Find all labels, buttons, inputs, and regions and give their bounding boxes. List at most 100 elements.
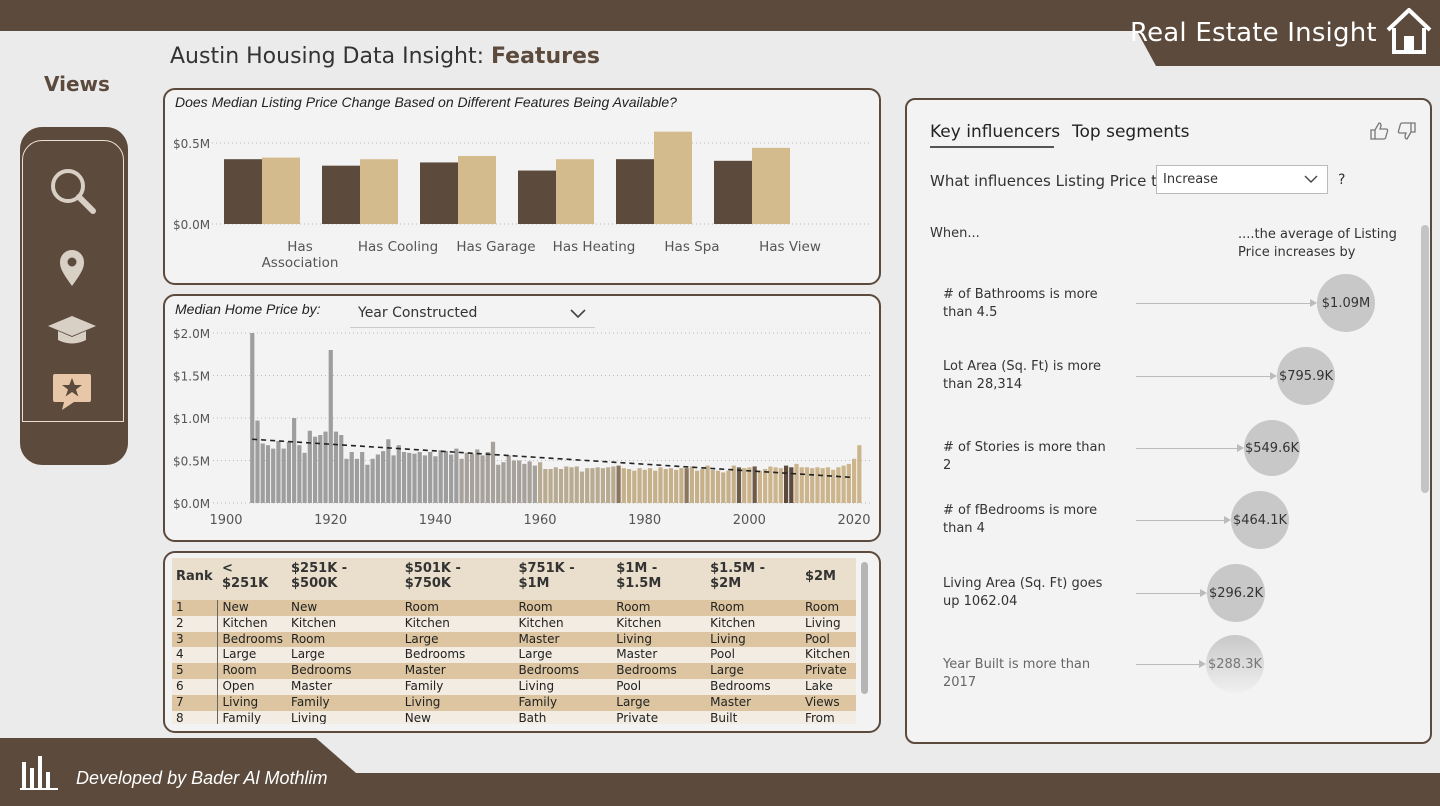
year-bar [360,452,365,503]
year-bar [511,460,517,503]
thumbs-down-icon[interactable] [1396,120,1418,142]
year-bar [789,467,794,503]
year-bar [564,466,569,503]
trend-line [252,438,855,479]
table-cell: Views [800,694,856,711]
year-bar [679,468,684,503]
table-cell: New [287,600,401,616]
influencer-label[interactable]: # of Stories is more than 2 [943,440,1106,473]
influencer-label[interactable]: # of fBedrooms is more than 4 [943,503,1098,536]
table-cell: Family [400,678,515,695]
year-bar [831,469,836,503]
year-bar [260,443,265,503]
influence-value-bubble[interactable]: $1.09M [1317,274,1375,332]
year-bar [852,458,857,503]
year-bar [412,453,417,503]
table-row: 8 Family Living New Bath Private Built From [172,710,856,724]
credit-banner [0,738,356,806]
table-cell: Living [217,694,288,711]
column-header[interactable]: < $251K [217,558,288,600]
year-bar [773,467,778,503]
influencer-label[interactable]: Lot Area (Sq. Ft) is more than 28,314 [943,359,1102,392]
year-bar [543,469,548,503]
year-bar [689,466,694,503]
x-tick-label: 2020 [837,513,870,528]
year-bar [684,468,689,503]
year-bar [815,467,820,503]
table-row: 5 Room Bedrooms Master Bedrooms Bedrooms Large… [172,663,856,679]
influencers-scrollbar[interactable] [1421,225,1429,493]
year-constructed-dropdown[interactable]: Year Constructed [350,300,595,328]
influence-connector-line [1136,664,1199,665]
year-bar [438,450,443,503]
table-cell: Pool [800,631,856,648]
table-cell: Kitchen [287,615,401,632]
table-cell: Kitchen [612,615,707,632]
bar [322,165,360,224]
influence-connector-line [1136,520,1224,521]
influence-value-bubble[interactable]: $795.9K [1277,347,1335,405]
year-bar [464,452,469,503]
column-header[interactable]: $251K - $500K [287,558,401,600]
influence-value-bubble[interactable]: $549.6K [1244,420,1300,476]
year-bar [632,470,637,503]
year-bar [255,420,260,503]
bar [458,155,496,224]
year-bar [401,452,407,503]
arrow-icon [1200,589,1207,597]
active-tab-underline [930,146,1054,148]
thumbs-up-icon[interactable] [1368,120,1390,142]
column-header[interactable]: Rank [172,558,218,600]
influence-value-bubble[interactable]: $464.1K [1231,491,1289,549]
x-tick-label: 1920 [314,513,347,528]
year-bar [443,451,448,503]
table-cell: Bedrooms [612,663,707,679]
brand-title: Real Estate Insight [1130,18,1377,48]
x-tick-label: Has Spa [664,239,719,255]
star-review-icon[interactable] [44,366,100,422]
location-pin-icon[interactable] [44,240,100,296]
year-bar [292,418,297,503]
house-icon [1386,8,1432,54]
views-label: Views [44,72,110,96]
select-value: Increase [1163,172,1219,187]
tab-top-segments[interactable]: Top segments [1072,122,1190,142]
year-bar [668,468,674,503]
search-icon[interactable] [44,162,100,218]
y-tick-label: $2.0M [173,327,210,341]
table-cell: Master [400,663,515,679]
influence-direction-select[interactable]: Increase [1156,165,1328,194]
year-bar [836,467,841,503]
influencer-label[interactable]: Living Area (Sq. Ft) goes up 1062.04 [943,576,1103,609]
year-bar [396,445,401,503]
year-bar [517,460,522,503]
year-bar [841,465,846,503]
rank-table: Rank < $251K $251K - $500K $501K - $750K $75… [172,558,856,724]
table-cell: Master [706,694,801,711]
column-header[interactable]: $501K - $750K [400,558,515,600]
year-bar [386,439,391,503]
table-cell: Large [217,647,288,664]
table-row: 1 New New Room Room Room Room Room [172,600,856,616]
column-header[interactable]: $751K - $1M [514,558,613,600]
year-bar [265,445,271,503]
column-header[interactable]: $1M - $1.5M [612,558,707,600]
graduation-cap-icon[interactable] [44,304,100,360]
year-bar [804,467,810,503]
year-bar [606,467,611,503]
table-scrollbar[interactable] [861,562,868,694]
table-cell: Room [514,600,613,616]
influencer-label[interactable]: # of Bathrooms is more than 4.5 [943,287,1098,320]
year-bar [736,467,742,503]
question-mark: ? [1338,172,1346,188]
column-header[interactable]: $2M [800,558,856,600]
tab-key-influencers[interactable]: Key influencers [930,122,1061,142]
influence-value-bubble[interactable]: $288.3K [1206,635,1264,693]
year-bar [286,441,291,503]
influencer-label[interactable]: Year Built is more than 2017 [943,657,1091,690]
year-bar [783,465,789,503]
year-bar [417,452,422,503]
rank-cell: 5 [172,663,219,679]
column-header[interactable]: $1.5M - $2M [706,558,801,600]
influence-value-bubble[interactable]: $296.2K [1207,564,1265,622]
